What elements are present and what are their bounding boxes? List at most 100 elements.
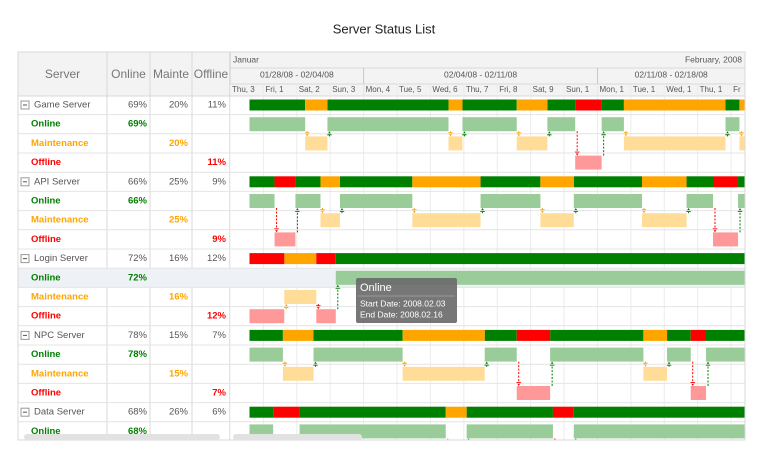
summary-bar	[738, 176, 745, 188]
dependency-arrow	[326, 131, 332, 136]
tooltip-box	[356, 278, 457, 323]
status-bar	[316, 309, 336, 324]
summary-bar	[462, 99, 517, 111]
summary-bar	[484, 329, 517, 341]
server-percent: 15%	[169, 330, 189, 341]
day-label: Tue, 1	[633, 85, 656, 94]
status-label: Offline	[31, 157, 61, 168]
header-bg	[17, 51, 746, 97]
dependency-arrow	[516, 132, 522, 137]
summary-bar	[601, 99, 624, 111]
dependency-arrow	[313, 361, 319, 366]
status-bar	[667, 347, 691, 362]
day-label: Sat, 9	[533, 85, 554, 94]
status-bar	[249, 309, 285, 324]
summary-bar	[552, 406, 574, 418]
summary-bar	[575, 99, 602, 111]
server-percent: 9%	[212, 176, 226, 187]
summary-bar	[295, 176, 321, 188]
dependency-arrow	[274, 228, 280, 233]
tooltip-end: End Date: 2008.02.16	[360, 309, 443, 319]
status-bar	[484, 347, 517, 362]
dependency-arrow	[737, 208, 743, 212]
column-header: Mainte	[153, 67, 189, 81]
tooltip-start: Start Date: 2008.02.03	[360, 298, 446, 308]
column-header: Server	[45, 67, 80, 81]
dependency-arrow	[411, 209, 417, 214]
tooltip-title: Online	[360, 282, 392, 294]
status-bar	[601, 117, 624, 132]
status-percent: 20%	[169, 138, 189, 149]
dependency-arrow	[686, 208, 692, 212]
dependency-arrow	[546, 131, 552, 136]
server-percent: 20%	[169, 100, 189, 111]
server-percent: 66%	[128, 176, 148, 187]
status-bar	[643, 366, 668, 381]
week-label: 02/11/08 - 02/18/08	[635, 69, 708, 79]
dependency-arrow	[283, 304, 289, 308]
summary-bar	[402, 329, 485, 341]
dependency-arrow	[339, 208, 345, 212]
summary-bar	[448, 99, 463, 111]
status-bar	[282, 366, 314, 381]
server-percent: 26%	[169, 407, 189, 418]
status-percent: 69%	[128, 119, 148, 130]
status-label: Online	[31, 349, 61, 360]
timeline-scrollbar[interactable]	[233, 434, 362, 440]
day-label: Fri, 8	[499, 85, 518, 94]
status-bar	[462, 117, 517, 132]
status-bar	[313, 347, 403, 362]
server-percent: 72%	[128, 253, 148, 264]
summary-bar	[320, 176, 340, 188]
rows: Game Server 69% 20% 11% Online 69% Maintenance…	[18, 99, 745, 469]
dependency-arrow	[484, 361, 490, 366]
summary-bar	[667, 329, 691, 341]
status-bar	[690, 386, 707, 400]
status-label: Online	[31, 196, 61, 207]
server-name: Login Server	[34, 253, 88, 264]
status-label: Offline	[31, 234, 61, 245]
status-percent: 9%	[212, 234, 226, 245]
summary-bar	[540, 176, 574, 188]
status-percent: 16%	[169, 292, 189, 303]
dependency-arrow	[623, 132, 629, 137]
day-label: Mon, 4	[366, 85, 391, 94]
status-bar	[575, 155, 602, 170]
status-bar	[339, 194, 413, 208]
status-bar	[402, 366, 485, 381]
server-percent: 7%	[212, 330, 226, 341]
grid-scrollbar[interactable]	[24, 434, 220, 440]
summary-bar	[550, 329, 644, 341]
summary-bar	[712, 176, 739, 188]
summary-bar	[642, 176, 687, 188]
dependency-arrow	[712, 228, 718, 233]
server-name: API Server	[34, 176, 80, 187]
summary-bar	[249, 99, 306, 111]
dependency-arrow	[294, 208, 300, 212]
summary-bar	[706, 329, 745, 341]
summary-bar	[466, 406, 553, 418]
status-bar	[249, 347, 283, 362]
status-percent: 66%	[128, 196, 148, 207]
summary-bar	[249, 329, 283, 341]
status-bar	[553, 463, 574, 469]
status-bar	[273, 463, 299, 469]
status-bar	[540, 213, 574, 228]
status-bar	[412, 213, 481, 228]
status-bar	[738, 194, 745, 208]
summary-bar	[327, 99, 449, 111]
summary-bar	[273, 406, 300, 418]
status-bar	[516, 136, 548, 151]
status-label: Online	[31, 426, 61, 437]
week-label: 02/04/08 - 02/11/08	[444, 69, 517, 79]
summary-bar	[305, 99, 328, 111]
status-bar	[295, 194, 321, 208]
summary-bar	[480, 176, 541, 188]
day-label: Sun, 1	[566, 85, 590, 94]
dependency-arrow	[480, 208, 486, 212]
day-label: Thu, 1	[700, 85, 723, 94]
summary-bar	[725, 99, 740, 111]
status-label: Maintenance	[31, 138, 89, 149]
status-bar	[516, 386, 551, 400]
